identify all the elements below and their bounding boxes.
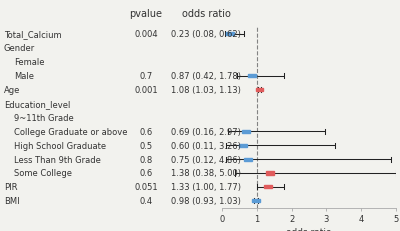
Text: 0.5: 0.5 xyxy=(140,141,152,150)
Text: BMI: BMI xyxy=(4,197,20,205)
Text: 0.87 (0.42, 1.78): 0.87 (0.42, 1.78) xyxy=(171,72,241,81)
Text: Male: Male xyxy=(14,72,34,81)
Text: Total_Calcium: Total_Calcium xyxy=(4,30,62,39)
Bar xyxy=(248,75,256,78)
Text: Education_level: Education_level xyxy=(4,100,70,108)
Bar xyxy=(244,158,252,161)
Text: Gender: Gender xyxy=(4,44,35,53)
Text: 0.8: 0.8 xyxy=(139,155,153,164)
Text: High School Graduate: High School Graduate xyxy=(14,141,106,150)
Text: 0.98 (0.93, 1.03): 0.98 (0.93, 1.03) xyxy=(171,197,241,205)
Text: 0.004: 0.004 xyxy=(134,30,158,39)
Text: 0.75 (0.12, 4.86): 0.75 (0.12, 4.86) xyxy=(171,155,241,164)
Text: odds ratio: odds ratio xyxy=(182,9,230,18)
Text: 0.7: 0.7 xyxy=(139,72,153,81)
Text: Less Than 9th Grade: Less Than 9th Grade xyxy=(14,155,101,164)
Bar xyxy=(264,185,272,189)
Text: Female: Female xyxy=(14,58,44,67)
Text: 0.051: 0.051 xyxy=(134,183,158,191)
Text: 0.001: 0.001 xyxy=(134,86,158,94)
Bar xyxy=(266,172,274,175)
Text: 0.6: 0.6 xyxy=(139,169,153,178)
Text: 1.08 (1.03, 1.13): 1.08 (1.03, 1.13) xyxy=(171,86,241,94)
Text: 0.23 (0.08, 0.62): 0.23 (0.08, 0.62) xyxy=(171,30,241,39)
Text: PIR: PIR xyxy=(4,183,18,191)
Bar xyxy=(252,199,260,203)
Bar xyxy=(256,88,264,92)
Text: 1.38 (0.38, 5.00): 1.38 (0.38, 5.00) xyxy=(171,169,241,178)
Text: Some College: Some College xyxy=(14,169,72,178)
Bar xyxy=(242,130,250,133)
Text: 9~11th Grade: 9~11th Grade xyxy=(14,113,74,122)
Bar xyxy=(226,33,234,36)
Text: College Graduate or above: College Graduate or above xyxy=(14,127,128,136)
Text: 0.60 (0.11, 3.26): 0.60 (0.11, 3.26) xyxy=(171,141,241,150)
Text: 1.33 (1.00, 1.77): 1.33 (1.00, 1.77) xyxy=(171,183,241,191)
Text: pvalue: pvalue xyxy=(130,9,162,18)
Text: 0.6: 0.6 xyxy=(139,127,153,136)
Text: Age: Age xyxy=(4,86,20,94)
Text: 0.4: 0.4 xyxy=(140,197,152,205)
X-axis label: odds ratio: odds ratio xyxy=(286,227,332,231)
Bar xyxy=(239,144,247,147)
Text: 0.69 (0.16, 2.97): 0.69 (0.16, 2.97) xyxy=(171,127,241,136)
